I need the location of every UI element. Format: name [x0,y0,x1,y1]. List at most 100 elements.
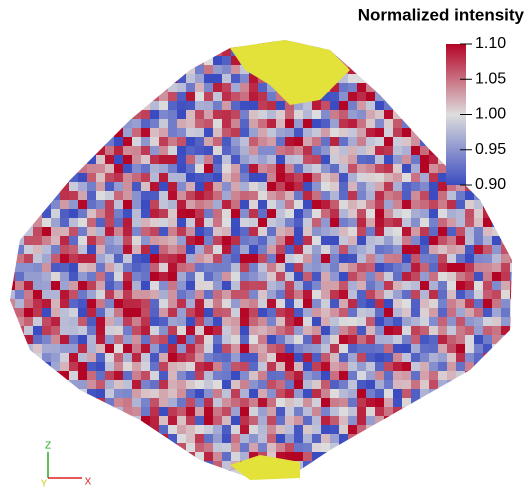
surface-patch [438,380,448,390]
surface-patch [213,182,223,192]
surface-patch [465,191,475,201]
surface-patch [411,452,421,462]
surface-patch [42,164,52,174]
surface-patch [168,47,178,57]
surface-patch [312,317,322,327]
surface-patch [465,308,475,318]
surface-patch [420,200,430,210]
surface-patch [15,128,25,138]
surface-patch [465,443,475,453]
surface-patch [168,308,178,318]
surface-patch [204,164,214,174]
surface-patch [150,110,160,120]
surface-patch [150,182,160,192]
surface-patch [510,236,520,246]
surface-patch [366,101,376,111]
surface-patch [429,65,439,75]
surface-patch [357,425,367,435]
surface-patch [294,236,304,246]
surface-patch [69,317,79,327]
surface-patch [105,452,115,462]
surface-patch [132,380,142,390]
surface-patch [303,128,313,138]
surface-patch [159,407,169,417]
surface-patch [177,119,187,129]
surface-patch [321,191,331,201]
surface-patch [6,299,16,309]
surface-patch [69,209,79,219]
surface-patch [375,38,385,48]
surface-patch [69,398,79,408]
surface-patch [195,443,205,453]
surface-patch [177,191,187,201]
surface-patch [420,335,430,345]
surface-patch [78,344,88,354]
surface-patch [150,353,160,363]
surface-patch [222,65,232,75]
surface-patch [114,119,124,129]
surface-patch [366,290,376,300]
surface-patch [150,218,160,228]
surface-patch [78,92,88,102]
surface-patch [123,173,133,183]
surface-patch [357,416,367,426]
surface-patch [267,416,277,426]
surface-patch [411,209,421,219]
surface-patch [105,137,115,147]
surface-patch [492,254,502,264]
surface-patch [375,335,385,345]
surface-patch [393,380,403,390]
surface-patch [276,443,286,453]
surface-patch [78,110,88,120]
surface-patch [474,245,484,255]
surface-patch [195,335,205,345]
surface-patch [258,407,268,417]
surface-patch [456,434,466,444]
surface-patch [375,92,385,102]
surface-patch [411,164,421,174]
surface-patch [492,128,502,138]
surface-patch [204,452,214,462]
surface-patch [501,317,511,327]
surface-patch [213,128,223,138]
surface-patch [249,164,259,174]
surface-patch [96,209,106,219]
surface-patch [339,407,349,417]
surface-patch [240,380,250,390]
surface-patch [267,407,277,417]
surface-patch [456,362,466,372]
surface-patch [357,137,367,147]
surface-patch [474,443,484,453]
surface-patch [249,119,259,129]
surface-patch [303,389,313,399]
surface-patch [87,407,97,417]
surface-patch [168,389,178,399]
surface-patch [87,389,97,399]
surface-patch [357,263,367,273]
surface-patch [195,182,205,192]
surface-patch [321,299,331,309]
surface-patch [276,416,286,426]
surface-patch [222,83,232,93]
surface-patch [249,479,259,489]
surface-patch [303,461,313,471]
surface-patch [429,83,439,93]
surface-patch [222,245,232,255]
surface-patch [402,281,412,291]
surface-patch [177,254,187,264]
surface-patch [375,425,385,435]
surface-patch [15,164,25,174]
surface-patch [330,299,340,309]
surface-patch [312,191,322,201]
surface-patch [96,416,106,426]
surface-patch [393,119,403,129]
surface-patch [240,119,250,129]
surface-patch [510,56,520,66]
surface-patch [384,380,394,390]
surface-patch [384,443,394,453]
surface-patch [159,245,169,255]
surface-patch [429,254,439,264]
surface-patch [357,353,367,363]
surface-patch [285,389,295,399]
surface-patch [258,200,268,210]
